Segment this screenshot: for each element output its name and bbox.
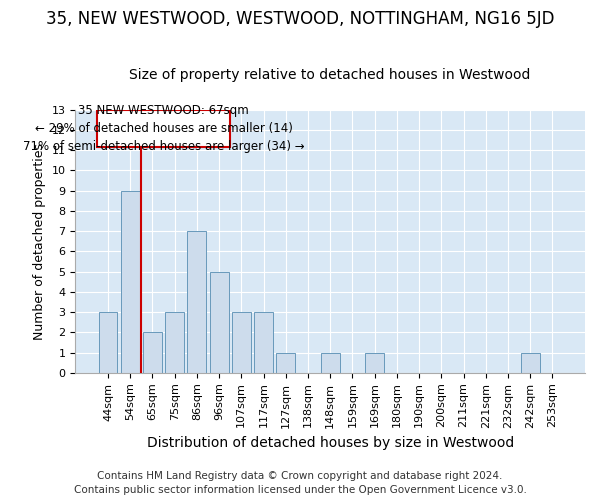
Bar [365, 352, 384, 373]
Bar [277, 352, 295, 373]
Bar [97, 110, 230, 147]
Bar [254, 312, 273, 373]
Bar [98, 312, 118, 373]
X-axis label: Distribution of detached houses by size in Westwood: Distribution of detached houses by size … [146, 436, 514, 450]
Bar [121, 190, 140, 373]
Bar [321, 352, 340, 373]
Bar [209, 272, 229, 373]
Bar [232, 312, 251, 373]
Bar [187, 231, 206, 373]
Text: 35, NEW WESTWOOD, WESTWOOD, NOTTINGHAM, NG16 5JD: 35, NEW WESTWOOD, WESTWOOD, NOTTINGHAM, … [46, 10, 554, 28]
Y-axis label: Number of detached properties: Number of detached properties [33, 142, 46, 340]
Title: Size of property relative to detached houses in Westwood: Size of property relative to detached ho… [130, 68, 531, 82]
Bar [143, 332, 162, 373]
Bar [521, 352, 539, 373]
Text: 35 NEW WESTWOOD: 67sqm
← 29% of detached houses are smaller (14)
71% of semi-det: 35 NEW WESTWOOD: 67sqm ← 29% of detached… [23, 104, 304, 153]
Bar [165, 312, 184, 373]
Text: Contains HM Land Registry data © Crown copyright and database right 2024.
Contai: Contains HM Land Registry data © Crown c… [74, 471, 526, 495]
